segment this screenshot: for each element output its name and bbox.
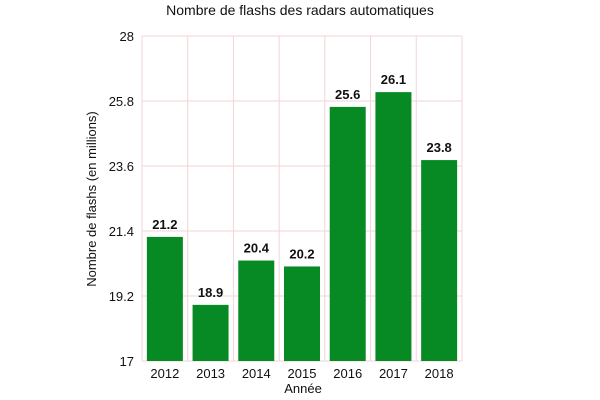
y-tick-label: 25.8	[109, 94, 134, 109]
y-axis-label: Nombre de flashs (en millions)	[84, 111, 99, 287]
bar-value-label: 23.8	[426, 140, 451, 155]
x-tick-label: 2018	[425, 366, 454, 381]
bar-value-label: 20.2	[289, 246, 314, 261]
x-tick-label: 2015	[288, 366, 317, 381]
y-tick-label: 19.2	[109, 289, 134, 304]
y-tick-label: 23.6	[109, 159, 134, 174]
data-labels: 21.2 18.9 20.4 20.2 25.6 26.1 23.8	[152, 72, 452, 300]
y-tick-label: 28	[120, 29, 134, 44]
bar-value-label: 18.9	[198, 285, 223, 300]
bar-series	[146, 92, 458, 362]
y-axis-ticks: 17 19.2 21.4 23.6 25.8 28	[109, 29, 134, 369]
x-axis-label: Année	[284, 381, 322, 396]
bar-value-label: 21.2	[152, 217, 177, 232]
bar-2016	[329, 106, 366, 361]
x-tick-label: 2017	[379, 366, 408, 381]
grid-lines	[141, 35, 463, 362]
bar-2012	[146, 236, 183, 361]
x-tick-label: 2013	[196, 366, 225, 381]
bar-2018	[421, 160, 458, 361]
y-tick-label: 17	[120, 354, 134, 369]
bar-2014	[238, 260, 275, 361]
bar-2013	[192, 304, 229, 361]
x-tick-label: 2016	[333, 366, 362, 381]
bar-2015	[284, 266, 320, 361]
bar-value-label: 25.6	[335, 87, 360, 102]
chart-title: Nombre de flashs des radars automatiques	[166, 2, 434, 18]
y-tick-label: 21.4	[109, 224, 134, 239]
bar-value-label: 20.4	[244, 241, 270, 256]
bar-2017	[375, 92, 412, 362]
bar-value-label: 26.1	[381, 72, 406, 87]
x-tick-label: 2012	[150, 366, 179, 381]
x-tick-label: 2014	[242, 366, 271, 381]
x-axis-ticks: 2012 2013 2014 2015 2016 2017 2018	[150, 366, 453, 381]
